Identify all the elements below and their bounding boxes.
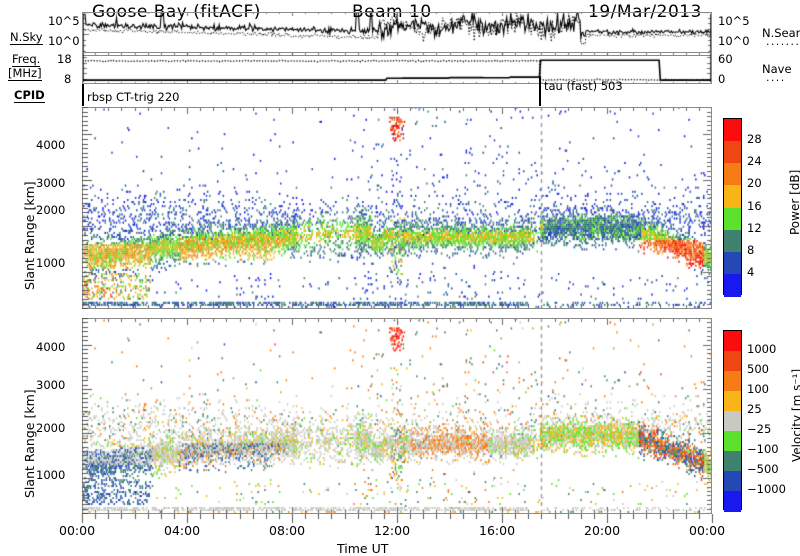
colorbar-tick-label: 1000 xyxy=(747,342,777,356)
colorbar-segment xyxy=(724,351,741,372)
cpid-entry-0: rbsp CT-trig 220 xyxy=(87,90,180,104)
power-ytick-3000: 3000 xyxy=(36,176,66,190)
colorbar-segment xyxy=(724,471,741,492)
colorbar-tick-label: 8 xyxy=(747,242,755,257)
colorbar-segment xyxy=(724,451,741,472)
colorbar-segment xyxy=(724,391,741,412)
colorbar-tick-label: 4 xyxy=(747,264,755,279)
colorbar-tick-label: 12 xyxy=(747,220,762,235)
frequency-plot xyxy=(82,52,712,84)
colorbar-tick-label: 16 xyxy=(747,198,762,213)
cpid-divider-0 xyxy=(82,84,84,106)
colorbar-segment xyxy=(724,331,741,352)
freq-ytick-bottom: 8 xyxy=(64,72,72,86)
velocity-ytick-4000: 4000 xyxy=(36,340,66,354)
colorbar-tick-label: 24 xyxy=(747,154,762,169)
noise-ytick-top: 10^5 xyxy=(48,14,80,28)
velocity-colorbar-title: Velocity [m s⁻¹] xyxy=(790,368,800,462)
colorbar-tick-label: −25 xyxy=(747,422,772,436)
velocity-ytick-2000: 2000 xyxy=(36,421,66,435)
x-axis-tick-label: 00:00 xyxy=(689,523,726,538)
nsky-label: N.Sky xyxy=(10,30,43,45)
power-ytick-1000: 1000 xyxy=(36,256,66,270)
velocity-range-time-plot[interactable] xyxy=(82,318,712,514)
nsearch-linestyle-swatch: ······· xyxy=(766,38,800,51)
power-ytick-4000: 4000 xyxy=(36,138,66,152)
colorbar-segment xyxy=(724,119,741,142)
noise-ytick-bottom: 10^0 xyxy=(48,34,80,48)
freq-ytick-top: 18 xyxy=(57,52,72,66)
colorbar-segment xyxy=(724,251,741,275)
colorbar-segment xyxy=(724,207,741,231)
colorbar-tick-label: 25 xyxy=(747,402,762,416)
nave-ytick-top: 60 xyxy=(718,52,733,66)
nave-label: Nave xyxy=(762,62,792,76)
power-ytick-2000: 2000 xyxy=(36,203,66,217)
colorbar-tick-label: 500 xyxy=(747,362,769,376)
power-range-time-plot[interactable] xyxy=(82,107,712,309)
colorbar-tick-label: 100 xyxy=(747,382,769,396)
velocity-ytick-3000: 3000 xyxy=(36,378,66,392)
colorbar-tick-label: −100 xyxy=(747,442,779,456)
velocity-colorbar xyxy=(723,330,742,512)
x-axis-tick-label: 04:00 xyxy=(164,523,201,538)
freq-label-line1: Freq. xyxy=(12,52,41,67)
colorbar-tick-label: 28 xyxy=(747,132,762,147)
x-axis-tick-label: 08:00 xyxy=(269,523,306,538)
power-yaxis-label: Slant Range [km] xyxy=(22,181,37,290)
cpid-divider-1 xyxy=(539,77,541,106)
velocity-ytick-1000: 1000 xyxy=(36,468,66,482)
colorbar-segment xyxy=(724,229,741,253)
colorbar-tick-label: −500 xyxy=(747,462,779,476)
colorbar-tick-label: −1000 xyxy=(747,482,786,496)
x-axis-tick-label: 00:00 xyxy=(59,523,96,538)
x-axis-label: Time UT xyxy=(337,541,389,556)
colorbar-segment xyxy=(724,431,741,452)
colorbar-segment xyxy=(724,273,741,297)
cpid-label: CPID xyxy=(14,88,45,103)
x-axis-tick-label: 12:00 xyxy=(374,523,411,538)
noise-plot xyxy=(82,12,712,56)
colorbar-segment xyxy=(724,141,741,164)
cpid-band: rbsp CT-trig 220 tau (fast) 503 xyxy=(82,77,712,106)
x-axis-tick-label: 20:00 xyxy=(584,523,621,538)
colorbar-segment xyxy=(724,185,741,208)
freq-label-line2: [MHz] xyxy=(8,66,42,81)
power-colorbar xyxy=(723,118,742,297)
colorbar-segment xyxy=(724,371,741,392)
nave-ytick-bottom: 0 xyxy=(718,72,726,86)
noise-ytick-right-top: 10^5 xyxy=(718,14,750,28)
colorbar-segment xyxy=(724,163,741,186)
x-axis-ticks xyxy=(78,514,718,524)
velocity-yaxis-label: Slant Range [km] xyxy=(22,389,37,498)
x-axis-tick-label: 16:00 xyxy=(479,523,516,538)
colorbar-segment xyxy=(724,411,741,432)
nsearch-label: N.Search xyxy=(762,26,800,40)
power-colorbar-title: Power [dB] xyxy=(788,169,800,235)
velocity-yaxis-ticks xyxy=(60,318,142,514)
nave-linestyle-swatch: ···· xyxy=(766,74,786,87)
noise-ytick-right-bottom: 10^0 xyxy=(718,34,750,48)
colorbar-segment xyxy=(724,491,741,512)
colorbar-tick-label: 20 xyxy=(747,176,762,191)
cpid-entry-1: tau (fast) 503 xyxy=(544,79,623,93)
power-yaxis-ticks xyxy=(60,107,142,309)
